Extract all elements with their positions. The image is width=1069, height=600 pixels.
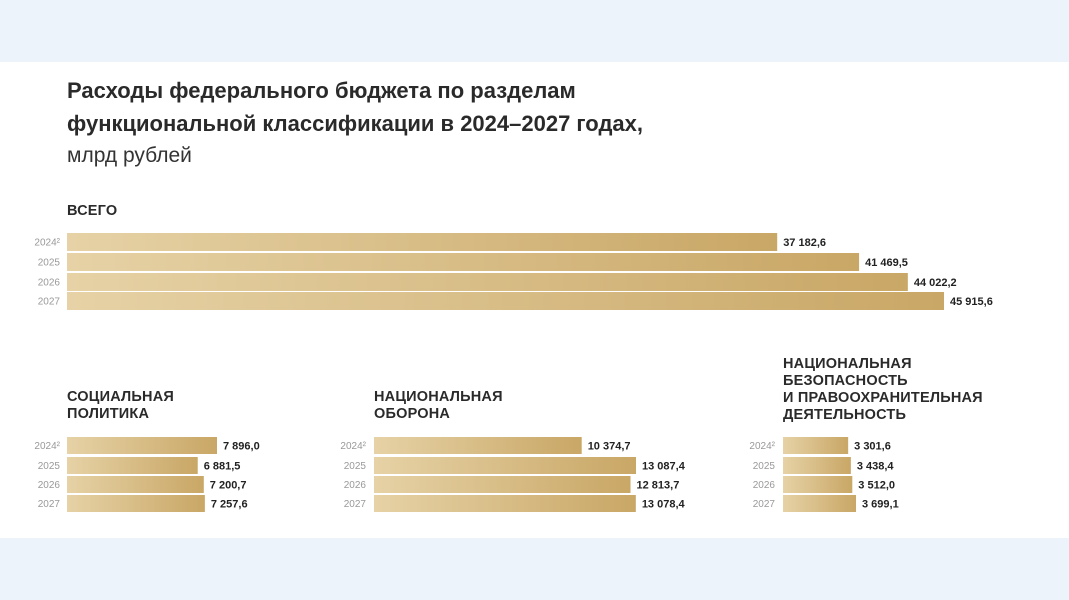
year-label: 2024²	[749, 441, 775, 452]
bar-defense	[374, 437, 582, 454]
bar-security	[783, 457, 851, 474]
bar-social	[67, 495, 205, 512]
heading-line: ПОЛИТИКА	[67, 406, 150, 422]
value-label: 45 915,6	[950, 296, 993, 308]
bar-defense	[374, 476, 631, 493]
value-label: 12 813,7	[637, 480, 680, 492]
value-label: 6 881,5	[204, 461, 241, 473]
year-label: 2024²	[34, 238, 60, 249]
bar-security	[783, 495, 856, 512]
year-label: 2026	[344, 480, 367, 491]
title-line: функциональной классификации в 2024–2027…	[67, 111, 643, 136]
value-label: 13 087,4	[642, 461, 686, 473]
heading-line: НАЦИОНАЛЬНАЯ	[374, 389, 503, 405]
year-label: 2027	[38, 499, 61, 510]
value-label: 44 022,2	[914, 277, 957, 289]
bar-security	[783, 476, 853, 493]
chart-subtitle: млрд рублей	[67, 144, 192, 167]
value-label: 37 182,6	[783, 237, 826, 249]
bar-social	[67, 476, 204, 493]
panel-heading-total: ВСЕГО	[67, 203, 117, 220]
bar-security	[783, 437, 849, 454]
heading-line: БЕЗОПАСНОСТЬ	[783, 373, 908, 389]
year-label: 2025	[38, 461, 61, 472]
value-label: 3 512,0	[858, 480, 895, 492]
value-label: 10 374,7	[588, 441, 631, 453]
year-label: 2026	[753, 480, 776, 491]
value-label: 3 438,4	[857, 461, 895, 473]
panel-heading-defense: НАЦИОНАЛЬНАЯ ОБОРОНА	[374, 389, 503, 423]
value-label: 7 257,6	[211, 499, 248, 511]
year-label: 2026	[38, 480, 61, 491]
bar-total	[67, 273, 908, 291]
value-label: 3 699,1	[862, 499, 899, 511]
panel-heading-security: НАЦИОНАЛЬНАЯ БЕЗОПАСНОСТЬ И ПРАВООХРАНИТ…	[783, 356, 983, 424]
year-label: 2025	[753, 461, 776, 472]
bar-social	[67, 437, 217, 454]
chart-title: Расходы федерального бюджета по разделам…	[67, 74, 867, 140]
bar-total	[67, 253, 860, 271]
panel-heading-social: СОЦИАЛЬНАЯ ПОЛИТИКА	[67, 389, 174, 423]
year-label: 2027	[753, 499, 776, 510]
bar-defense	[374, 457, 636, 474]
year-label: 2027	[38, 297, 61, 308]
year-label: 2024²	[340, 441, 366, 452]
heading-line: СОЦИАЛЬНАЯ	[67, 389, 175, 405]
year-label: 2024²	[34, 441, 60, 452]
year-label: 2026	[38, 278, 61, 289]
bar-total	[67, 233, 778, 251]
heading-line: ДЕЯТЕЛЬНОСТЬ	[783, 407, 907, 423]
year-label: 2025	[38, 258, 61, 269]
bar-total	[67, 292, 944, 310]
value-label: 7 200,7	[210, 480, 247, 492]
bar-social	[67, 457, 198, 474]
year-label: 2025	[344, 461, 367, 472]
title-line: Расходы федерального бюджета по разделам	[67, 78, 576, 103]
heading-line: И ПРАВООХРАНИТЕЛЬНАЯ	[783, 390, 983, 406]
bar-defense	[374, 495, 636, 512]
heading-line: НАЦИОНАЛЬНАЯ	[783, 356, 912, 372]
value-label: 13 078,4	[642, 499, 686, 511]
year-label: 2027	[344, 499, 367, 510]
value-label: 3 301,6	[854, 441, 891, 453]
value-label: 41 469,5	[865, 257, 908, 269]
heading-line: ОБОРОНА	[374, 406, 451, 422]
value-label: 7 896,0	[223, 441, 260, 453]
heading-line: ВСЕГО	[67, 203, 118, 219]
